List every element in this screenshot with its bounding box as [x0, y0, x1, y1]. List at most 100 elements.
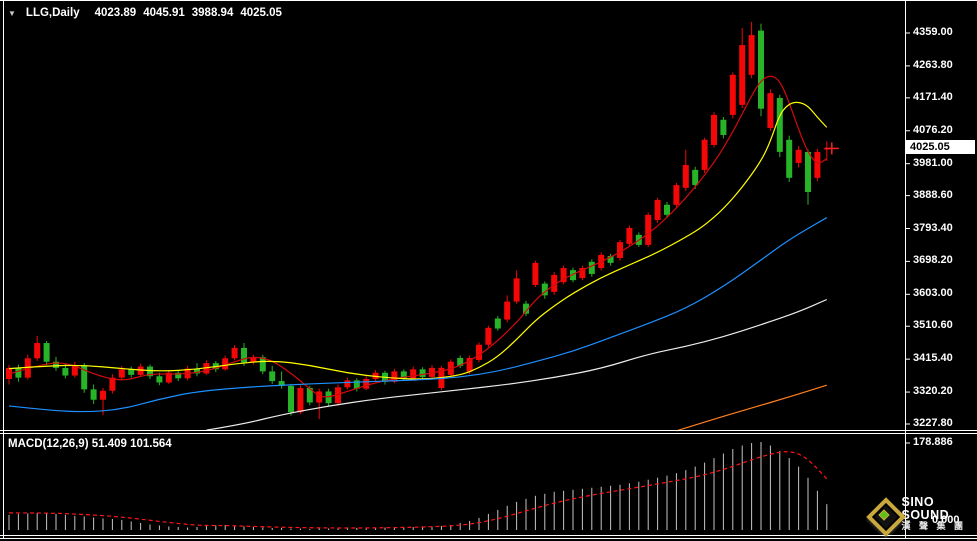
candle-body	[579, 268, 586, 279]
candle-body	[701, 139, 708, 170]
candle-body	[34, 343, 41, 359]
candle-body	[269, 371, 276, 382]
candle-body	[748, 35, 755, 75]
candle-body	[767, 93, 774, 129]
candle-body	[513, 278, 520, 302]
candle-body	[43, 343, 50, 362]
candle-body	[692, 169, 699, 186]
candle-body	[118, 369, 125, 378]
candle-body	[645, 214, 652, 245]
ma-medium-line	[8, 101, 828, 380]
macd-axis-min-label: 0.000	[932, 514, 960, 526]
candle-body	[560, 268, 567, 283]
candle-body	[353, 380, 360, 389]
ma-fast-line	[8, 75, 828, 398]
candle-body	[682, 165, 689, 188]
candle-body	[457, 357, 464, 366]
candle-body	[259, 357, 266, 372]
candle-body	[222, 358, 229, 370]
candle-body	[147, 366, 153, 377]
candle-body	[325, 391, 332, 404]
candle-body	[786, 139, 793, 178]
candle-body	[494, 318, 501, 329]
macd-indicator-label: MACD(12,26,9) 51.409 101.564	[8, 438, 172, 450]
broker-logo: SINO SOUND 漢 聲 集 團	[866, 495, 977, 537]
candle-body	[419, 369, 426, 377]
candle-body	[485, 327, 492, 345]
price-axis-label: 3793.40	[913, 221, 953, 234]
candle-body	[316, 391, 323, 403]
candle-body	[306, 387, 313, 403]
open-value: 4023.89	[94, 7, 137, 19]
ma-longest-line	[676, 384, 827, 432]
candle-body	[297, 387, 304, 413]
candle-body	[100, 390, 106, 400]
candle-body	[165, 372, 172, 383]
price-axis-label: 4171.40	[913, 90, 953, 103]
price-axis-label: 3603.00	[913, 287, 953, 300]
candle-body	[814, 151, 821, 178]
candle-body	[523, 303, 529, 314]
candle-body	[241, 347, 247, 363]
macd-signal-line	[8, 451, 828, 529]
candle-body	[6, 367, 12, 379]
candle-body	[739, 45, 746, 105]
logo-title: SINO SOUND	[901, 495, 950, 523]
candle-body	[654, 199, 661, 220]
candle-body	[391, 371, 398, 382]
candle-body	[400, 371, 407, 379]
candle-body	[541, 283, 548, 296]
price-axis-label: 4263.80	[913, 58, 953, 71]
candle-body	[664, 204, 670, 215]
sino-sound-logo-icon	[866, 497, 906, 537]
candle-body	[156, 376, 163, 383]
candle-body	[231, 347, 238, 359]
candle-body	[720, 119, 727, 135]
candle-body	[504, 301, 511, 320]
candle-body	[673, 185, 680, 205]
price-axis-label: 3227.80	[913, 417, 953, 429]
ma-slow-line	[8, 217, 828, 413]
price-axis-label: 3415.40	[913, 352, 953, 365]
close-value: 4025.05	[240, 7, 282, 19]
price-axis-label: 4359.00	[913, 26, 953, 38]
candle-body	[250, 357, 257, 363]
candle-body	[617, 242, 623, 259]
symbol-dropdown-icon[interactable]: ▼	[8, 8, 16, 18]
high-value: 4045.91	[143, 7, 185, 19]
candle-body	[288, 385, 294, 413]
price-axis-label: 3510.60	[913, 319, 953, 332]
candle-body	[278, 381, 285, 386]
candle-body	[758, 30, 764, 109]
low-value: 3988.94	[191, 7, 234, 19]
candle-body	[335, 387, 341, 404]
candle-body	[81, 365, 88, 390]
candle-body	[194, 368, 200, 374]
candle-body	[805, 151, 811, 192]
price-axis-label: 3981.00	[913, 156, 953, 169]
candle-body	[776, 97, 783, 152]
logo-subtitle: 漢 聲 集 團	[901, 521, 967, 532]
candle-body	[711, 114, 717, 145]
candle-body	[53, 361, 59, 368]
candle-body	[109, 377, 116, 391]
symbol-timeframe-label: LLG,Daily	[25, 7, 80, 19]
candle-body	[729, 74, 736, 115]
candle-body	[551, 274, 558, 292]
candle-body	[71, 365, 78, 376]
price-axis-label: 3888.60	[913, 188, 953, 201]
symbol-info-bar: ▼ LLG,Daily 4023.89 4045.91 3988.94 4025…	[8, 7, 282, 19]
candle-body	[588, 261, 595, 274]
candle-body	[466, 357, 473, 372]
ma-long-line	[206, 298, 828, 431]
candle-body	[363, 378, 370, 389]
candle-body	[607, 255, 614, 263]
candle-body	[410, 369, 417, 379]
candle-body	[175, 372, 182, 379]
candle-body	[137, 366, 144, 375]
candle-body	[62, 367, 69, 376]
macd-axis-max-label: 178.886	[913, 436, 953, 448]
candle-body	[532, 262, 539, 285]
